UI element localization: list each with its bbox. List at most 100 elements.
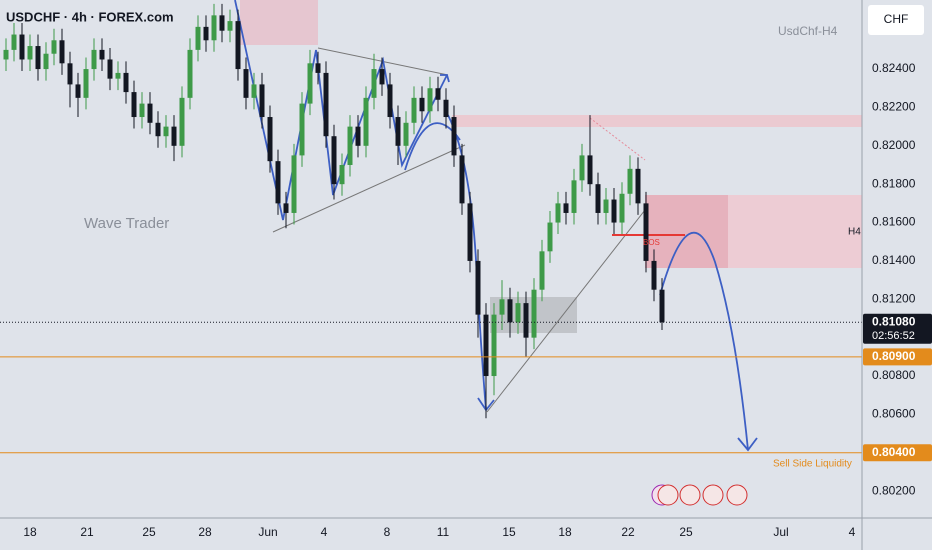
candle-body xyxy=(59,40,65,64)
candle-body xyxy=(427,88,433,112)
candle-body xyxy=(251,84,257,98)
candle-body xyxy=(491,314,497,377)
y-tick-label: 0.80800 xyxy=(872,368,916,382)
candle-body xyxy=(387,84,393,118)
candle-body xyxy=(355,126,361,146)
y-tick-label: 0.80600 xyxy=(872,407,916,421)
candle-body xyxy=(115,72,121,79)
candle-body xyxy=(579,155,585,181)
candle-body xyxy=(627,168,633,194)
candle-body xyxy=(403,122,409,146)
candle-body xyxy=(35,46,41,70)
candle-body xyxy=(259,84,265,118)
x-tick-label: 25 xyxy=(142,525,156,539)
y-tick-label: 0.81400 xyxy=(872,253,916,267)
y-tick-label: 0.81800 xyxy=(872,176,916,190)
candle-body xyxy=(651,260,657,290)
candle-body xyxy=(131,92,137,118)
price-tag xyxy=(863,313,932,344)
candle-body xyxy=(371,69,377,98)
candle-body xyxy=(339,164,345,185)
candle-body xyxy=(299,103,305,156)
currency[interactable]: CHF xyxy=(884,12,909,26)
candle-body xyxy=(91,49,97,70)
candle-body xyxy=(51,40,57,54)
y-tick-label: 0.81600 xyxy=(872,215,916,229)
candle-body xyxy=(515,303,521,323)
candle-body xyxy=(499,299,505,315)
candle-body xyxy=(419,97,425,112)
candle-body xyxy=(643,203,649,261)
x-tick-label: 28 xyxy=(198,525,212,539)
watermark: UsdChf-H4 xyxy=(778,24,838,38)
candle-body xyxy=(483,314,489,377)
candle-body xyxy=(619,193,625,223)
candle-body xyxy=(379,69,385,85)
price-tag-label: 0.80900 xyxy=(872,349,916,363)
candle-body xyxy=(235,21,241,70)
y-tick-label: 0.81200 xyxy=(872,291,916,305)
y-tick-label: 0.82400 xyxy=(872,61,916,75)
candle-body xyxy=(227,21,233,31)
candle-body xyxy=(603,199,609,213)
candle-body xyxy=(203,26,209,41)
candle-body xyxy=(595,184,601,213)
candle-body xyxy=(99,49,105,60)
event-icon[interactable] xyxy=(726,484,748,506)
symbol-title: USDCHF · 4h · FOREX.com xyxy=(6,9,174,24)
candle-body xyxy=(19,34,25,60)
candle-body xyxy=(179,97,185,146)
candle-body xyxy=(243,69,249,98)
guide-line xyxy=(589,117,646,161)
candle-body xyxy=(315,63,321,73)
candle-body xyxy=(523,303,529,338)
candle-body xyxy=(555,203,561,223)
candle-body xyxy=(147,103,153,123)
candle-body xyxy=(331,136,337,185)
candle-body xyxy=(171,126,177,146)
candle-body xyxy=(291,155,297,213)
event-icon[interactable] xyxy=(657,484,679,506)
candle-body xyxy=(395,117,401,146)
candle-body xyxy=(267,117,273,162)
y-tick-label: 0.80200 xyxy=(872,483,916,497)
candle-body xyxy=(563,203,569,213)
x-tick-label: 18 xyxy=(23,525,37,539)
candle-body xyxy=(611,199,617,223)
candle-body xyxy=(283,203,289,213)
candle-body xyxy=(27,46,33,60)
event-icon[interactable] xyxy=(702,484,724,506)
candle-body xyxy=(11,34,17,50)
x-tick-label: 18 xyxy=(558,525,572,539)
y-tick-label: 0.82000 xyxy=(872,138,916,152)
candle-body xyxy=(635,168,641,204)
triangle-line xyxy=(272,144,466,233)
supply-zone xyxy=(240,0,318,45)
x-tick-label: 4 xyxy=(849,525,856,539)
candle-body xyxy=(587,155,593,185)
candle-body xyxy=(411,97,417,123)
candle-body xyxy=(139,103,145,118)
candle-body xyxy=(347,126,353,165)
wave-path xyxy=(234,0,450,221)
event-icon[interactable] xyxy=(679,484,701,506)
currency-button[interactable] xyxy=(868,5,924,35)
price-tag xyxy=(863,348,932,366)
candle-body xyxy=(3,49,9,60)
x-tick-label: 11 xyxy=(437,525,450,539)
candle-body xyxy=(75,84,81,98)
candle-body xyxy=(539,251,545,290)
x-tick-label: 25 xyxy=(679,525,693,539)
candle-body xyxy=(547,222,553,252)
time-axis xyxy=(0,518,932,550)
liquidity-label: Sell Side Liquidity xyxy=(773,459,852,470)
candle-body xyxy=(211,15,217,41)
event-icons xyxy=(651,484,748,506)
price-tag-label: 0.81080 xyxy=(872,314,916,328)
x-tick-label: 8 xyxy=(384,525,391,539)
price-tag xyxy=(863,444,932,462)
candle-body xyxy=(435,88,441,100)
projection-curve xyxy=(659,231,758,452)
